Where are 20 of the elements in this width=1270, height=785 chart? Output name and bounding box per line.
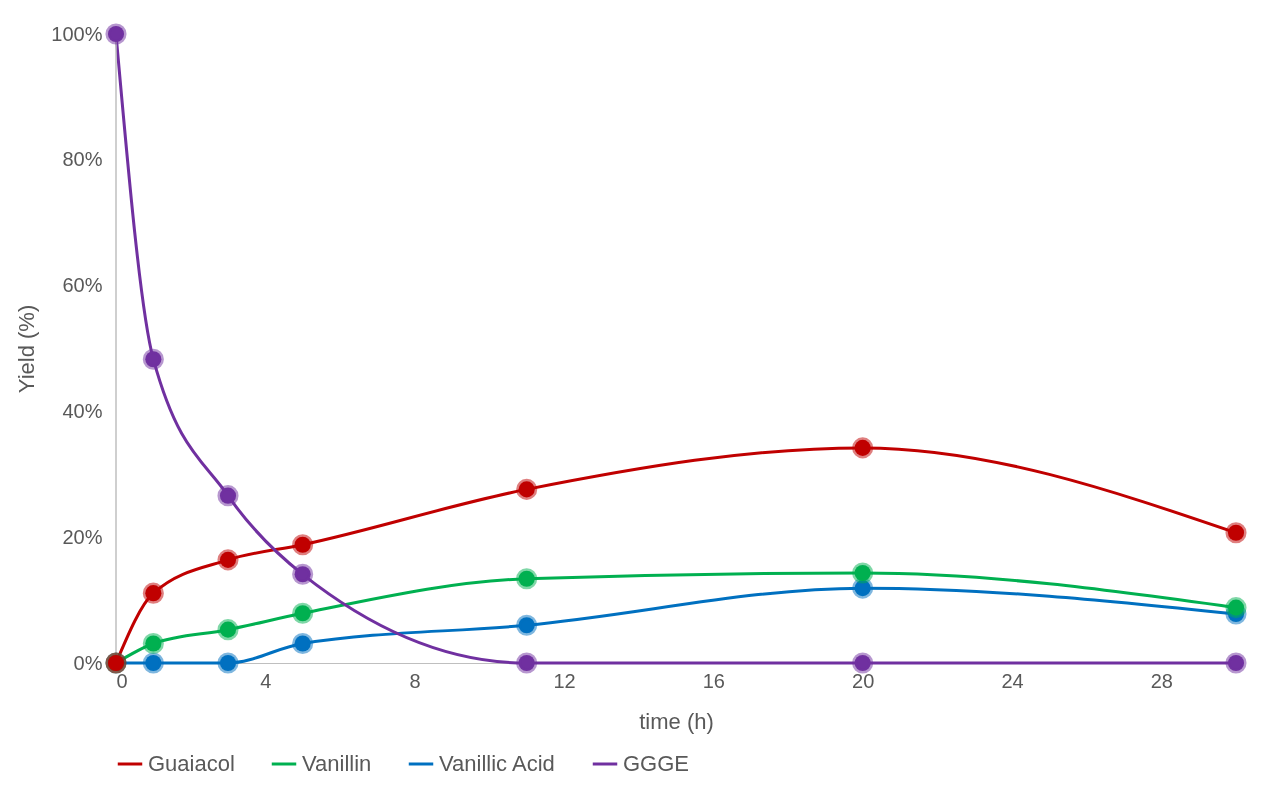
y-tick-label: 100% xyxy=(51,22,103,45)
legend-label: Vanillin xyxy=(302,751,372,776)
x-tick-label: 8 xyxy=(409,669,421,692)
legend-label: GGGE xyxy=(623,751,690,776)
x-tick-label: 12 xyxy=(553,669,576,692)
x-axis-title: time (h) xyxy=(639,708,714,734)
x-tick-label: 16 xyxy=(702,669,725,692)
y-tick-label: 20% xyxy=(62,525,103,548)
x-tick-label: 20 xyxy=(852,669,875,692)
y-tick-label: 60% xyxy=(62,274,103,297)
y-tick-label: 80% xyxy=(62,148,103,171)
y-axis-title: Yield (%) xyxy=(14,304,40,394)
x-tick-label: 0 xyxy=(116,669,128,692)
x-tick-label: 28 xyxy=(1150,669,1173,692)
x-tick-label: 4 xyxy=(260,669,272,692)
legend-label: Guaiacol xyxy=(148,751,235,776)
y-tick-label: 40% xyxy=(62,399,103,422)
x-tick-label: 24 xyxy=(1001,669,1024,692)
legend-label: Vanillic Acid xyxy=(439,751,555,776)
y-tick-label: 0% xyxy=(73,651,103,674)
